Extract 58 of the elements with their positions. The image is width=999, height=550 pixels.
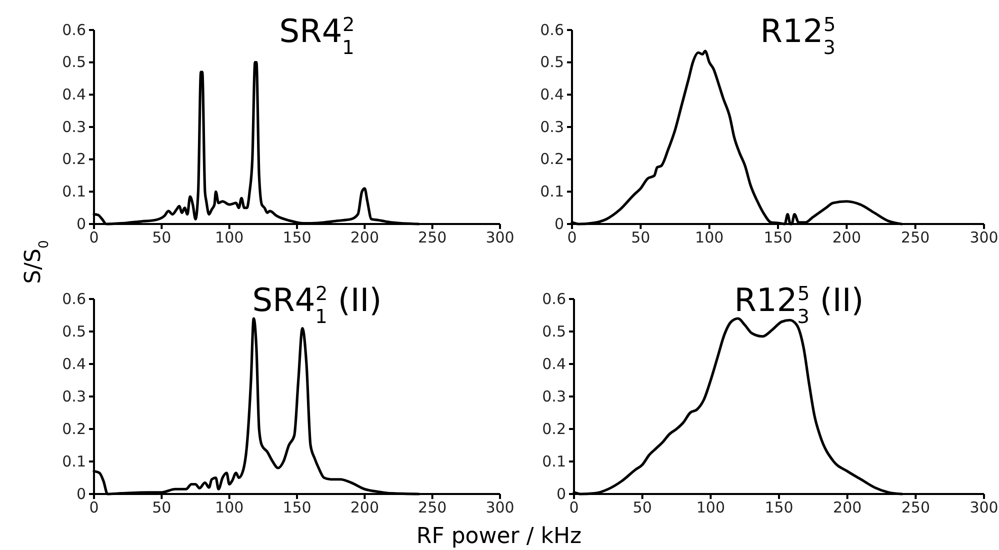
- x-axis-title: RF power / kHz: [416, 524, 582, 549]
- y-tick-label: 0.4: [542, 354, 566, 373]
- y-tick-label: 0: [76, 214, 86, 233]
- y-tick-label: 0.1: [62, 452, 86, 470]
- y-tick-label: 0.2: [540, 150, 564, 168]
- x-tick-label: 100: [695, 228, 724, 247]
- y-tick-label: 0.6: [540, 20, 564, 39]
- x-tick-label: 50: [152, 228, 172, 247]
- x-tick-label: 100: [215, 498, 244, 517]
- y-tick-label: 0.2: [62, 420, 86, 438]
- x-tick-label: 0: [89, 498, 99, 517]
- y-tick-label: 0.1: [540, 182, 564, 200]
- x-tick-label: 100: [215, 228, 244, 247]
- x-tick-label: 250: [418, 228, 447, 247]
- x-tick-label: 0: [89, 228, 99, 247]
- x-tick-label: 150: [764, 498, 794, 517]
- x-tick-label: 300: [970, 228, 998, 247]
- y-tick-label: 0.4: [62, 85, 86, 104]
- x-tick-label: 300: [970, 498, 998, 517]
- y-tick-label: 0.5: [62, 53, 86, 72]
- x-tick-label: 250: [418, 498, 447, 517]
- x-tick-label: 250: [901, 498, 930, 517]
- x-tick-label: 50: [632, 498, 652, 517]
- y-tick-label: 0.3: [542, 387, 566, 406]
- y-tick-label: 0.4: [62, 354, 86, 373]
- y-tick-label: 0.1: [62, 182, 86, 200]
- x-tick-label: 150: [764, 228, 792, 247]
- y-tick-label: 0.5: [62, 322, 86, 340]
- y-tick-label: 0.5: [542, 322, 566, 340]
- x-tick-label: 200: [350, 228, 379, 247]
- x-tick-label: 300: [486, 228, 514, 247]
- y-tick-label: 0.4: [540, 85, 564, 104]
- x-tick-label: 100: [696, 498, 725, 517]
- y-tick-label: 0: [556, 484, 566, 503]
- x-tick-label: 200: [833, 498, 862, 517]
- x-tick-label: 200: [350, 498, 379, 517]
- x-tick-label: 50: [631, 228, 650, 247]
- y-tick-label: 0.2: [542, 420, 566, 438]
- y-tick-label: 0.6: [542, 290, 566, 308]
- chart-title: R12$_{3}$$^{5}$ (II): [734, 281, 864, 328]
- x-tick-label: 150: [282, 498, 312, 517]
- y-tick-label: 0.3: [540, 118, 564, 136]
- y-tick-label: 0.6: [62, 20, 86, 39]
- y-tick-label: 0: [554, 214, 564, 233]
- x-tick-label: 250: [901, 228, 930, 247]
- y-tick-label: 0: [76, 484, 86, 503]
- x-tick-label: 200: [832, 228, 861, 247]
- x-tick-label: 300: [486, 498, 514, 517]
- y-tick-label: 0.6: [62, 290, 86, 308]
- y-tick-label: 0.3: [62, 118, 86, 136]
- y-tick-label: 0.5: [540, 53, 564, 72]
- x-tick-label: 0: [569, 498, 579, 517]
- x-tick-label: 50: [152, 498, 172, 517]
- chart-title: SR4$_{1}$$^{2}$ (II): [252, 281, 382, 328]
- x-tick-label: 150: [282, 228, 312, 247]
- y-tick-label: 0.1: [542, 452, 566, 470]
- y-tick-label: 0.3: [62, 387, 86, 406]
- y-tick-label: 0.2: [62, 150, 86, 168]
